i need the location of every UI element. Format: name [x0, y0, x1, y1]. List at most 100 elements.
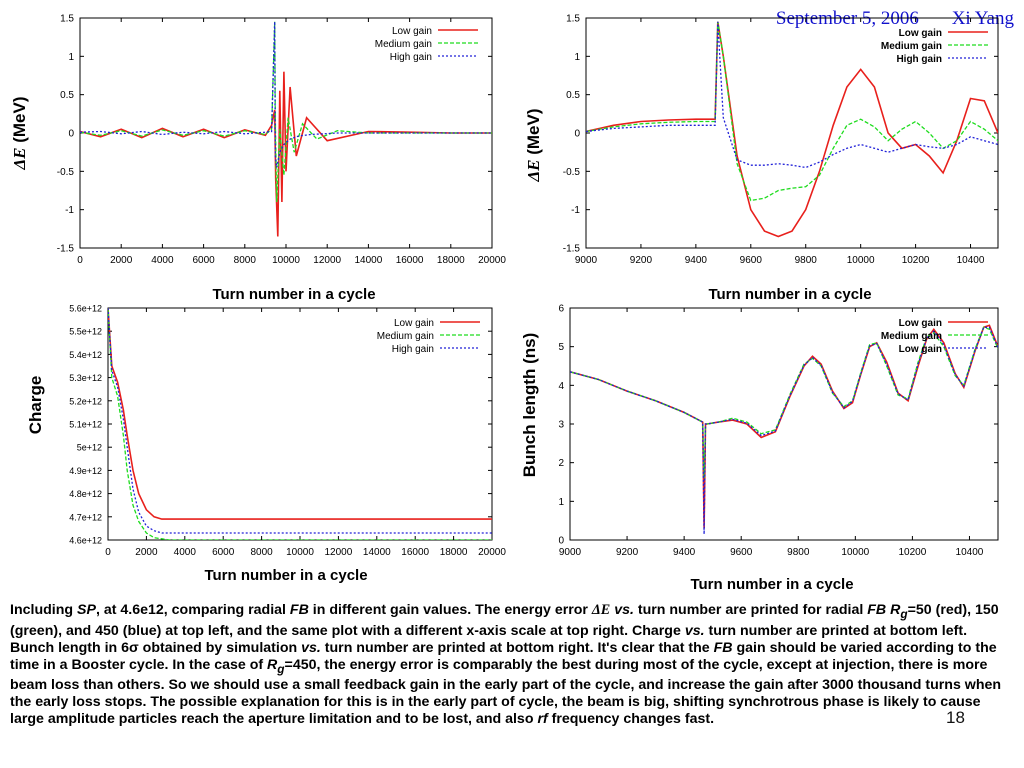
y-tick-label: 5.6e+12: [69, 304, 102, 314]
x-tick-label: 6000: [212, 547, 235, 558]
series-line-3: [570, 326, 998, 535]
y-tick-label: 1: [574, 52, 580, 63]
x-tick-label: 4000: [151, 255, 174, 266]
x-tick-label: 4000: [174, 547, 197, 558]
legend-label: Medium gain: [881, 41, 942, 52]
y-tick-label: 3: [558, 420, 564, 431]
y-tick-label: 5.2e+12: [69, 396, 102, 406]
y-tick-label: 4.9e+12: [69, 466, 102, 476]
series-line-1: [570, 324, 998, 529]
x-tick-label: 14000: [354, 255, 382, 266]
legend-label: High gain: [896, 54, 942, 65]
y-tick-label: 6: [558, 304, 564, 315]
x-tick-label: 10000: [286, 547, 314, 558]
x-tick-label: 20000: [478, 547, 506, 558]
series-line-1: [108, 308, 492, 520]
x-tick-label: 2000: [110, 255, 133, 266]
y-tick-label: 1: [68, 52, 74, 63]
legend-label: Low gain: [899, 318, 942, 329]
y-tick-label: 0: [558, 536, 564, 547]
y-tick-label: 4.7e+12: [69, 512, 102, 522]
x-tick-label: 6000: [192, 255, 215, 266]
page-number: 18: [946, 708, 965, 727]
x-tick-label: 9000: [575, 255, 598, 266]
series-line-2: [80, 21, 492, 203]
legend-label: High gain: [392, 344, 434, 355]
x-tick-label: 0: [77, 255, 83, 266]
y-tick-label: 0: [68, 129, 74, 140]
charge-chart: 0 2000 4000 6000 8000 10000 12000 14000 16000 180…: [69, 304, 506, 559]
y-tick-label: 5.4e+12: [69, 350, 102, 360]
x-tick-label: 16000: [396, 255, 424, 266]
x-tick-label: 8000: [234, 255, 257, 266]
legend-label: High gain: [390, 52, 432, 63]
series-line-1: [586, 21, 998, 238]
y-tick-label: -0.5: [57, 167, 75, 178]
x-tick-label: 9600: [740, 255, 763, 266]
y-tick-label: -1: [571, 205, 580, 216]
legend-label: Medium gain: [881, 331, 942, 342]
legend-label: Low gain: [899, 28, 942, 39]
x-tick-label: 12000: [324, 547, 352, 558]
y-tick-label: 2: [558, 458, 564, 469]
x-tick-label: 0: [105, 547, 111, 558]
y-tick-label: 5.1e+12: [69, 420, 102, 430]
x-tick-label: 14000: [363, 547, 391, 558]
charge-xlabel: Turn number in a cycle: [204, 567, 368, 584]
y-tick-label: 4.6e+12: [69, 536, 102, 546]
energy-error-zoom-chart: 9000 9200 9400 9600 9800 10000 10200 10400 -1.5 -…: [0, 0, 1024, 300]
x-tick-label: 9600: [730, 547, 753, 558]
y-tick-label: -1: [65, 205, 74, 216]
y-tick-label: 4.8e+12: [69, 489, 102, 499]
x-tick-label: 12000: [313, 255, 341, 266]
x-tick-label: 18000: [437, 255, 465, 266]
x-tick-label: 20000: [478, 255, 506, 266]
y-tick-label: 0: [574, 129, 580, 140]
energy-full-xlabel: Turn number in a cycle: [212, 286, 376, 303]
bunch-length-xlabel: Turn number in a cycle: [690, 576, 854, 593]
legend-label: Medium gain: [375, 39, 432, 50]
x-tick-label: 9800: [795, 255, 818, 266]
x-tick-label: 10200: [902, 255, 930, 266]
energy-zoom-xlabel: Turn number in a cycle: [708, 286, 872, 303]
y-tick-label: -0.5: [563, 167, 581, 178]
y-tick-label: 5.5e+12: [69, 327, 102, 337]
y-tick-label: 5e+12: [77, 443, 102, 453]
x-tick-label: 10000: [841, 547, 869, 558]
y-tick-label: -1.5: [57, 244, 75, 255]
x-tick-label: 9400: [685, 255, 708, 266]
x-tick-label: 10200: [898, 547, 926, 558]
energy-error-full-plot: 0 2000 4000 6000 8000 10000 12000 14000 16000 180…: [57, 14, 507, 267]
bunch-length-plot: 9000 9200 9400 9600 9800 10000 10200 10400 0 1 2 3 4…: [558, 304, 999, 558]
plot-frame: [569, 307, 999, 541]
x-tick-label: 8000: [250, 547, 273, 558]
series-line-2: [108, 308, 492, 540]
y-tick-label: -1.5: [563, 244, 581, 255]
x-tick-label: 9200: [630, 255, 653, 266]
energy-error-zoom-plot: 9000 9200 9400 9600 9800 10000 10200 10400 -1.5 -…: [563, 14, 999, 266]
x-tick-label: 18000: [440, 547, 468, 558]
y-tick-label: 0.5: [60, 90, 74, 101]
series-line-3: [586, 21, 998, 169]
x-tick-label: 10400: [956, 547, 984, 558]
legend-label: Low gain: [392, 26, 432, 37]
series-line-3: [80, 21, 492, 168]
x-tick-label: 10000: [272, 255, 300, 266]
x-tick-label: 10400: [957, 255, 985, 266]
charge-plot: 0 2000 4000 6000 8000 10000 12000 14000 16000 180…: [69, 304, 506, 559]
series-line-2: [586, 21, 998, 202]
legend-label: Low gain: [899, 344, 942, 355]
y-tick-label: 1.5: [566, 14, 580, 25]
energy-error-full-chart: 0 2000 4000 6000 8000 10000 12000 14000 16000 180…: [0, 0, 1024, 300]
series-line-3: [108, 308, 492, 534]
figure-caption: Including SP, at 4.6e12, comparing radia…: [10, 602, 1002, 728]
legend-label: Medium gain: [377, 331, 434, 342]
y-tick-label: 1: [558, 497, 564, 508]
x-tick-label: 9000: [559, 547, 582, 558]
y-tick-label: 0.5: [566, 90, 580, 101]
x-tick-label: 9200: [616, 547, 639, 558]
x-tick-label: 9800: [787, 547, 810, 558]
x-tick-label: 2000: [135, 547, 158, 558]
x-tick-label: 9400: [673, 547, 696, 558]
y-tick-label: 5: [558, 342, 564, 353]
